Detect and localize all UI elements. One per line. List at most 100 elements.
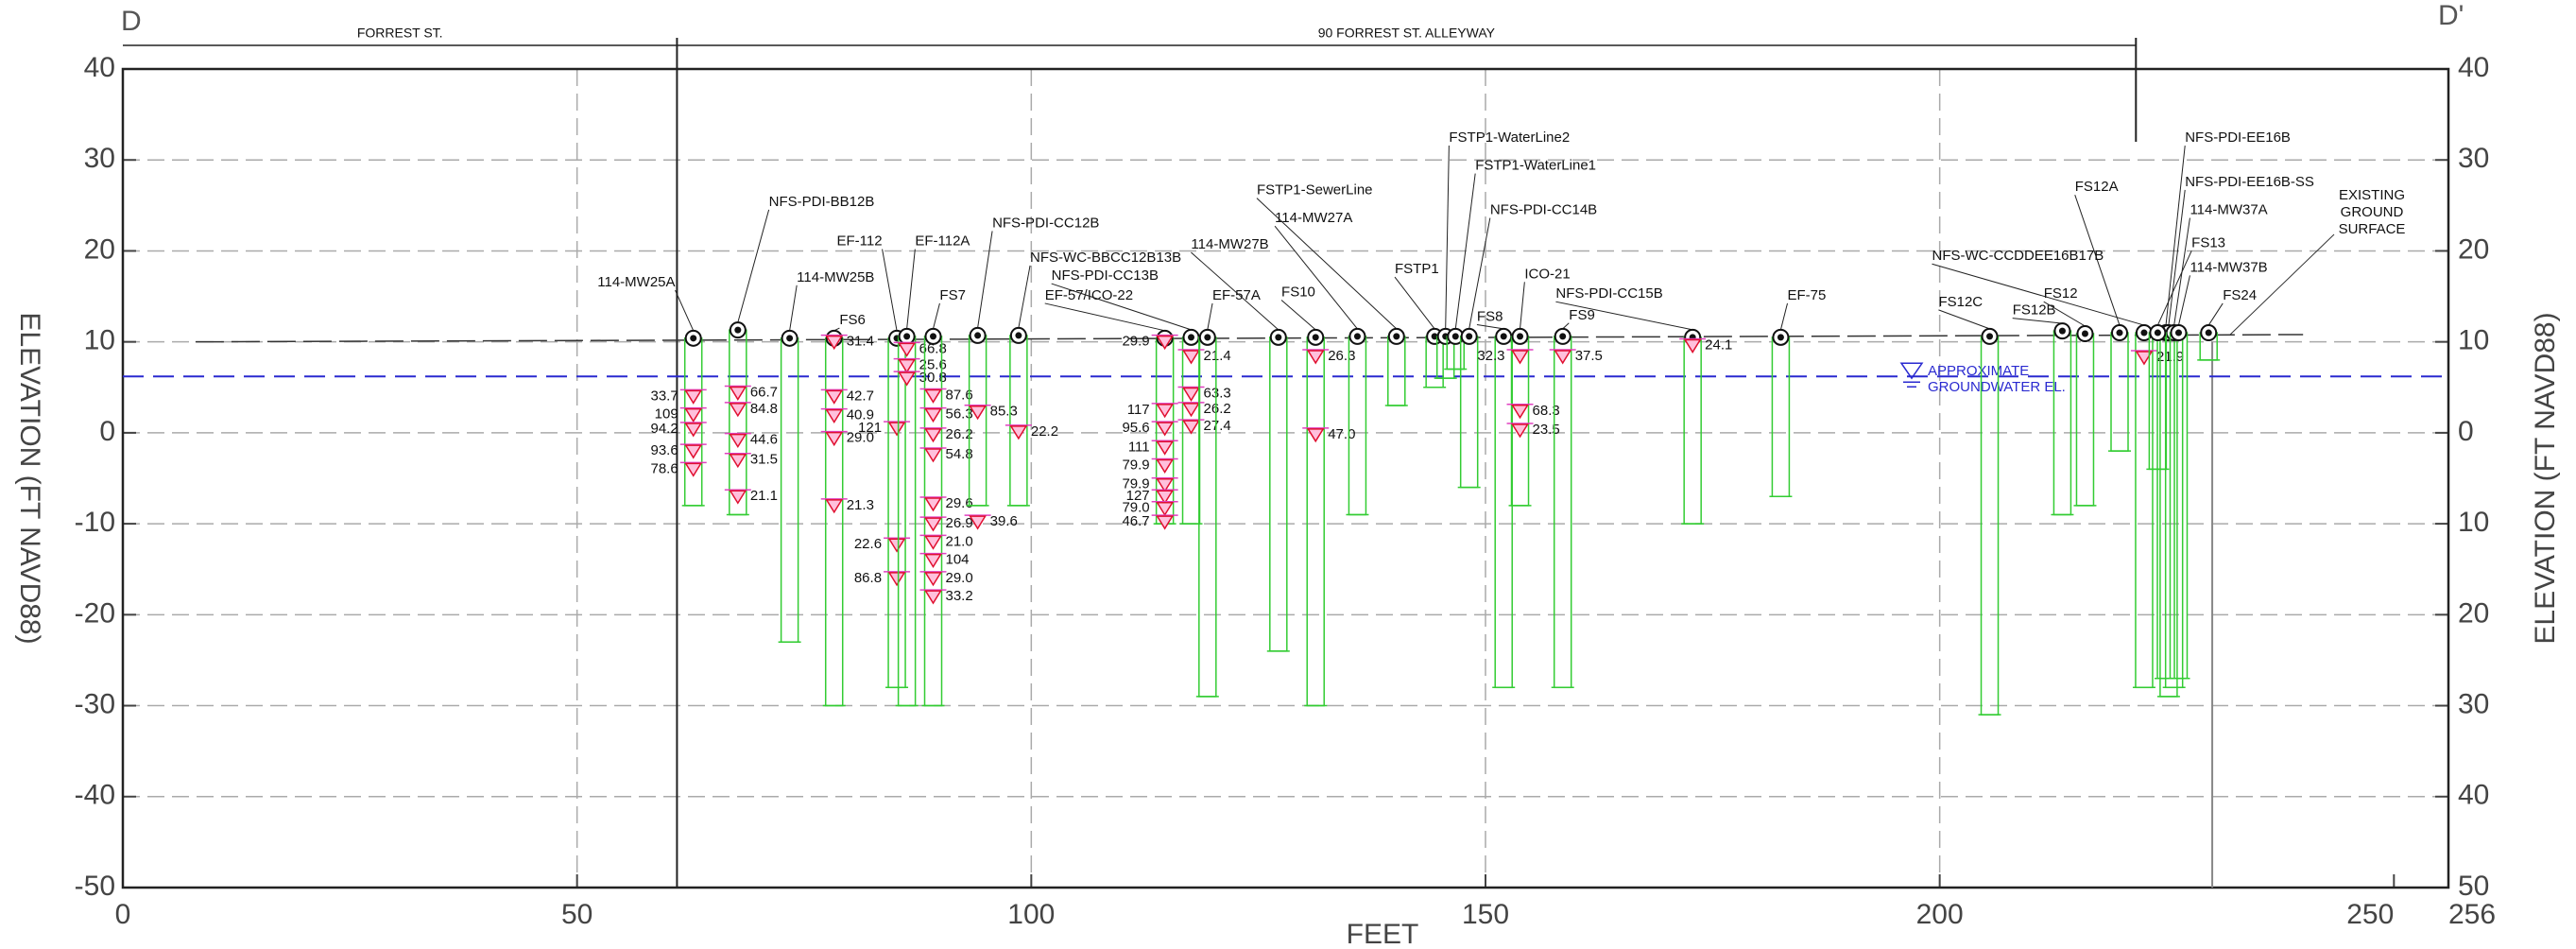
boring-label: FS24 bbox=[2223, 287, 2257, 303]
leader-line bbox=[2012, 318, 2063, 324]
leader-line bbox=[737, 209, 770, 323]
sample-marker bbox=[1156, 404, 1174, 419]
pid-reading: 26.3 bbox=[1328, 348, 1355, 364]
well-casing bbox=[2075, 333, 2095, 507]
leader-line bbox=[1562, 322, 1570, 330]
leader-line bbox=[933, 302, 940, 330]
leader-line bbox=[1520, 282, 1525, 329]
y-tick-label: 40 bbox=[84, 52, 115, 83]
pid-reading: 40.9 bbox=[847, 407, 874, 423]
pid-reading: 54.8 bbox=[946, 446, 973, 462]
ground-leader bbox=[2229, 233, 2335, 336]
x-tick-label: 100 bbox=[1007, 899, 1055, 930]
boring-label: ICO-21 bbox=[1524, 266, 1570, 282]
pid-reading: 32.3 bbox=[1477, 348, 1504, 364]
y2-tick-label: 30 bbox=[2458, 143, 2489, 174]
boring-dot bbox=[1559, 333, 1567, 340]
well-casing bbox=[1459, 336, 1479, 489]
pid-reading: 29.0 bbox=[847, 430, 874, 446]
pid-reading: 46.7 bbox=[1122, 513, 1149, 529]
well-casing bbox=[1494, 336, 1513, 689]
pid-reading: 93.6 bbox=[651, 442, 678, 458]
x-tick-label: 0 bbox=[115, 899, 131, 930]
y2-tick-label: 10 bbox=[2458, 507, 2489, 538]
sample-marker bbox=[969, 405, 987, 421]
boring-dot bbox=[734, 326, 742, 334]
pid-reading: 56.3 bbox=[946, 406, 973, 423]
boring-dot bbox=[974, 332, 982, 339]
boring-dot bbox=[2081, 330, 2088, 337]
pid-reading: 78.6 bbox=[651, 460, 678, 476]
pid-reading: 66.8 bbox=[919, 340, 947, 356]
well-casing bbox=[2052, 330, 2072, 516]
well-casing bbox=[1306, 336, 1325, 707]
pid-reading: 47.0 bbox=[1328, 426, 1355, 442]
leader-line bbox=[2165, 145, 2186, 326]
leader-line bbox=[1454, 173, 1476, 329]
boring-label: EF-57A bbox=[1212, 287, 1261, 303]
leader-line bbox=[2043, 301, 2086, 327]
boring-label: NFS-PDI-EE16B bbox=[2185, 129, 2291, 146]
sample-marker bbox=[924, 517, 942, 532]
sample-marker bbox=[924, 388, 942, 404]
leader-line bbox=[906, 249, 916, 329]
boring-label: 114-MW27B bbox=[1191, 236, 1268, 252]
zone-label: FORREST ST. bbox=[357, 26, 443, 41]
leader-line bbox=[1191, 251, 1279, 331]
boring-dot bbox=[1466, 333, 1473, 340]
ground-surface bbox=[195, 334, 2304, 343]
x-tick-label: 250 bbox=[2346, 899, 2394, 930]
boring-label: FS7 bbox=[939, 287, 966, 303]
sample-marker bbox=[1683, 338, 1702, 354]
y-tick-label: -20 bbox=[75, 597, 115, 629]
sample-marker bbox=[729, 490, 747, 505]
sample-marker bbox=[729, 403, 747, 418]
sample-marker bbox=[924, 407, 942, 423]
sample-marker bbox=[898, 342, 916, 357]
leader-line bbox=[1779, 302, 1788, 330]
well-casing bbox=[887, 337, 906, 689]
sample-marker bbox=[1182, 420, 1200, 435]
y2-tick-label: 20 bbox=[2458, 597, 2489, 629]
y-tick-label: 30 bbox=[84, 143, 115, 174]
sample-marker bbox=[684, 462, 703, 477]
y-tick-label: 20 bbox=[84, 233, 115, 265]
boring-label: 114-MW25B bbox=[797, 269, 874, 285]
leader-line bbox=[1468, 217, 1491, 329]
pid-reading: 21.3 bbox=[847, 497, 874, 513]
pid-reading: 21.4 bbox=[1204, 348, 1231, 364]
boring-label: 114-MW37A bbox=[2190, 201, 2267, 217]
boring-label: EF-57/ICO-22 bbox=[1045, 287, 1133, 303]
boring-dot bbox=[1393, 333, 1400, 340]
pid-reading: 79.9 bbox=[1122, 457, 1149, 473]
pid-reading: 117 bbox=[1127, 402, 1150, 418]
sample-marker bbox=[1511, 405, 1529, 420]
ground-surface-label: GROUND bbox=[2341, 204, 2404, 220]
boring-dot bbox=[1275, 334, 1282, 341]
y2-tick-label: 50 bbox=[2458, 871, 2489, 902]
boring-dot bbox=[2116, 329, 2123, 336]
sample-marker bbox=[1156, 477, 1174, 493]
zone-label: 90 FORREST ST. ALLEYWAY bbox=[1318, 26, 1496, 41]
y-axis-title: ELEVATION (FT NAVD88) bbox=[14, 312, 45, 644]
leader-line bbox=[1445, 146, 1450, 329]
pid-reading: 37.5 bbox=[1575, 348, 1603, 364]
leader-line bbox=[1280, 300, 1316, 331]
leader-line bbox=[1051, 283, 1192, 331]
plot-frame bbox=[121, 67, 2450, 889]
boring-dot bbox=[690, 335, 697, 342]
sample-marker bbox=[684, 444, 703, 459]
boring-label: NFS-PDI-CC13B bbox=[1052, 267, 1159, 284]
well-casing bbox=[729, 329, 747, 516]
sample-marker bbox=[2135, 351, 2154, 366]
pid-reading: 86.8 bbox=[854, 570, 882, 586]
boring-label: NFS-PDI-BB12B bbox=[769, 194, 875, 210]
boring-dot bbox=[930, 333, 937, 340]
pid-reading: 68.3 bbox=[1533, 403, 1560, 419]
pid-reading: 66.7 bbox=[750, 385, 778, 401]
sample-marker bbox=[1009, 425, 1028, 440]
sample-marker bbox=[898, 358, 916, 374]
sample-marker bbox=[1156, 335, 1174, 351]
pid-reading: 26.2 bbox=[946, 426, 973, 442]
